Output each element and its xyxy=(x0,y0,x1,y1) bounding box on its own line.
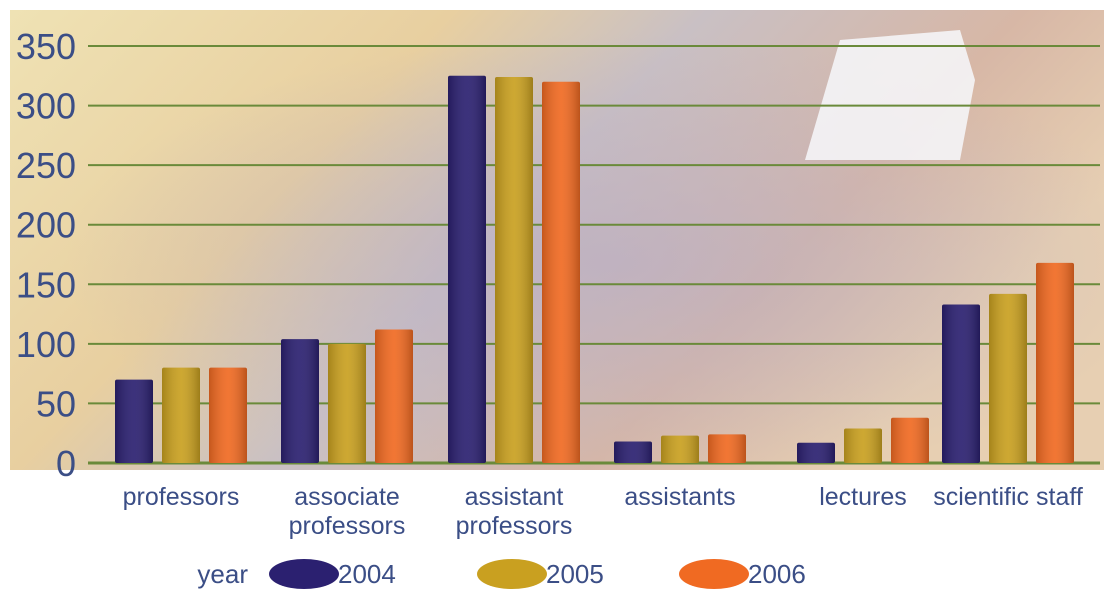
y-tick-label: 0 xyxy=(56,443,76,484)
y-tick-label: 50 xyxy=(36,383,76,424)
bar-shading xyxy=(797,442,835,463)
legend-title: year xyxy=(197,559,248,589)
bar-shading xyxy=(162,367,200,463)
bar-shading xyxy=(614,441,652,463)
y-tick-label: 250 xyxy=(16,145,76,186)
x-axis-category-labels: professors associate professors assistant pr… xyxy=(123,483,1083,540)
legend-label-2005: 2005 xyxy=(546,559,604,589)
legend-swatch-2004 xyxy=(269,559,339,589)
bar-shading xyxy=(942,304,980,463)
gridlines xyxy=(88,45,1100,465)
x-category-label: lectures xyxy=(819,483,907,511)
bar-shading xyxy=(542,81,580,463)
legend: year 2004 2005 2006 xyxy=(197,559,806,589)
x-category-label: assistant professors xyxy=(456,483,573,540)
x-category-label: associate professors xyxy=(289,483,406,540)
bar-shading xyxy=(375,329,413,463)
bar-shading xyxy=(115,379,153,463)
x-category-label: scientific staff xyxy=(933,483,1083,511)
bar-shading xyxy=(708,434,746,463)
bar-shading xyxy=(281,339,319,463)
y-axis-tick-labels: 0 50 100 150 200 250 300 350 xyxy=(16,26,76,484)
bar-shading xyxy=(209,367,247,463)
y-tick-label: 200 xyxy=(16,205,76,246)
bar-shading xyxy=(495,76,533,463)
legend-label-2004: 2004 xyxy=(338,559,396,589)
x-category-label: assistants xyxy=(624,483,735,511)
legend-swatch-2006 xyxy=(679,559,749,589)
legend-swatch-2005 xyxy=(477,559,547,589)
bar-shading xyxy=(328,343,366,463)
y-tick-label: 100 xyxy=(16,324,76,365)
bar-shading xyxy=(989,293,1027,463)
y-tick-label: 350 xyxy=(16,26,76,67)
y-tick-label: 300 xyxy=(16,86,76,127)
legend-label-2006: 2006 xyxy=(748,559,806,589)
bar-shading xyxy=(891,417,929,463)
y-tick-label: 150 xyxy=(16,264,76,305)
x-category-label: professors xyxy=(123,483,240,511)
bar-shading xyxy=(448,75,486,464)
bar-shading xyxy=(661,435,699,463)
background-highlight xyxy=(805,30,975,160)
bars xyxy=(115,75,1074,464)
bar-shading xyxy=(844,428,882,463)
bar-shading xyxy=(1036,262,1074,463)
